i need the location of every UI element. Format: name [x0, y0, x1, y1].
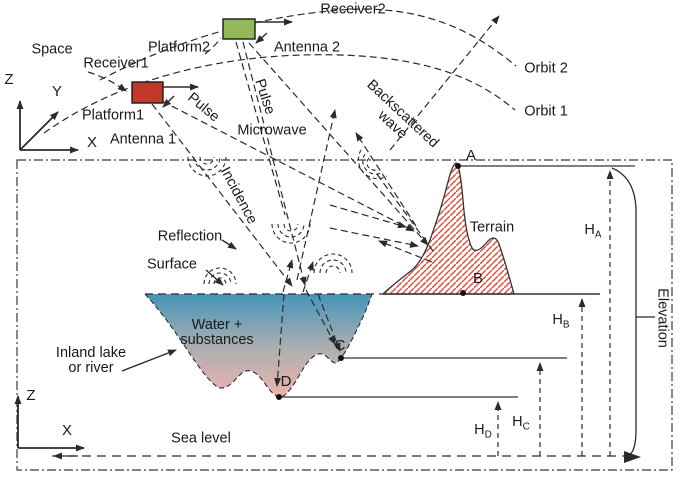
- orbit-2-path: [99, 8, 517, 81]
- ray-backscatter-water-up: [296, 109, 337, 281]
- wave-arcs: [187, 149, 388, 285]
- surface-pointer: [205, 269, 224, 286]
- ray-backscatter-terrain-upleft: [355, 132, 417, 227]
- axis-y-top: [19, 111, 59, 151]
- platforms: [131, 18, 293, 108]
- ray-backscatter-wavefront: [373, 169, 434, 252]
- point-a-label: A: [465, 147, 477, 165]
- hb-sub: B: [562, 319, 570, 331]
- ha-base: H: [584, 221, 595, 238]
- axis-z-bottom-label: Z: [26, 387, 36, 405]
- water-label-line1: Water +: [191, 316, 243, 333]
- coordinate-axes-bottom: [14, 395, 85, 452]
- platform2-label: Platform2: [147, 39, 211, 56]
- height-measures: [494, 170, 614, 456]
- ray-incident-terrain-upper: [329, 204, 407, 229]
- elevation-curve: [611, 167, 637, 457]
- height-hb-label: HB: [552, 311, 570, 331]
- terrain-shape: [381, 162, 515, 295]
- point-d-label: D: [280, 373, 292, 391]
- ray-reflected-up-1: [282, 259, 294, 293]
- antenna2-label: Antenna 2: [273, 39, 341, 56]
- point-c-dot: [338, 355, 344, 361]
- hc-base: H: [512, 413, 523, 430]
- reflection-label: Reflection: [157, 228, 223, 245]
- water-body: [144, 293, 383, 398]
- elevation-label: Elevation: [654, 288, 671, 348]
- ray-backscatter-terrain-left: [378, 240, 433, 263]
- terrain-label: Terrain: [469, 219, 515, 236]
- receiver1-label: Receiver1: [83, 55, 149, 72]
- hd-base: H: [474, 421, 485, 438]
- height-hd-label: HD: [474, 421, 492, 441]
- water-fill: [145, 294, 372, 398]
- antenna2-arrow: [255, 32, 268, 44]
- inland-lake-label: Inland lake or river: [55, 344, 127, 376]
- reflection-pointer: [221, 239, 237, 250]
- axis-z-top-label: Z: [4, 71, 14, 89]
- reference-box: [16, 159, 673, 471]
- antenna1-label: Antenna 1: [109, 131, 177, 148]
- axis-x-top-label: X: [86, 134, 98, 152]
- ray-incident-terrain-lower: [329, 227, 419, 248]
- ray-platform1-to-water: [151, 103, 293, 287]
- axis-x-bottom-label: X: [61, 422, 73, 440]
- inland-lake-line2: or river: [68, 360, 114, 376]
- ray-pulse-wavefront: [235, 41, 286, 216]
- inland-lake-pointer: [121, 349, 177, 372]
- platform2-satellite: [222, 18, 256, 40]
- antenna1-arrow: [162, 95, 175, 108]
- point-d-dot: [276, 394, 282, 400]
- ray-platform2-to-water: [242, 41, 307, 286]
- ray-backscatter-to-space: [389, 15, 500, 151]
- orbit2-label: Orbit 2: [524, 60, 568, 77]
- axis-y-top-label: Y: [51, 83, 63, 101]
- ray-platform2-to-terrain: [248, 42, 429, 246]
- platform1-satellite: [131, 81, 164, 104]
- point-a-dot: [455, 163, 461, 169]
- receiver1-pointer: [87, 71, 127, 92]
- hc-sub: C: [522, 421, 530, 433]
- ray-refracted-to-d: [274, 293, 285, 387]
- platform1-label: Platform1: [81, 107, 145, 124]
- elevation-bracket: [611, 167, 655, 463]
- water-substances-label: Water + substances: [180, 316, 254, 348]
- level-lines: [279, 165, 635, 398]
- platform2-pointer: [204, 37, 222, 55]
- radar-rays: [151, 15, 500, 387]
- hb-base: H: [552, 311, 563, 328]
- coordinate-axes-top: [16, 100, 79, 154]
- arc-cluster-backscatter: [357, 149, 388, 180]
- sea-level-label: Sea level: [171, 430, 231, 447]
- arc-cluster-surface-right: [313, 253, 353, 274]
- elevation-arrowhead: [624, 451, 641, 463]
- surface-label: Surface: [147, 256, 197, 273]
- point-b-label: B: [472, 270, 484, 288]
- receiver2-label: Receiver2: [320, 1, 386, 18]
- water-label-line2: substances: [180, 332, 254, 348]
- orbit1-label: Orbit 1: [524, 103, 568, 120]
- arc-cluster-pulse-mid: [271, 223, 311, 244]
- dash-dot-border: [16, 159, 673, 471]
- ha-sub: A: [594, 229, 602, 241]
- point-dots: [276, 163, 466, 400]
- orbit-paths: [43, 8, 517, 134]
- point-b-dot: [460, 290, 466, 296]
- height-ha-label: HA: [584, 221, 602, 241]
- microwave-label: Microwave: [237, 122, 307, 139]
- inland-lake-line1: Inland lake: [55, 344, 127, 361]
- ray-reflected-up-2: [302, 261, 314, 293]
- ray-refracted-to-c2: [317, 293, 341, 352]
- terrain: [381, 162, 600, 295]
- hd-sub: D: [484, 429, 492, 441]
- space-label: Space: [31, 41, 73, 58]
- ray-platform1-to-terrain: [161, 100, 415, 232]
- point-c-label: C: [334, 337, 346, 355]
- pointer-arrows: [121, 239, 237, 372]
- arc-cluster-antenna1: [187, 156, 227, 177]
- height-hc-label: HC: [512, 413, 530, 433]
